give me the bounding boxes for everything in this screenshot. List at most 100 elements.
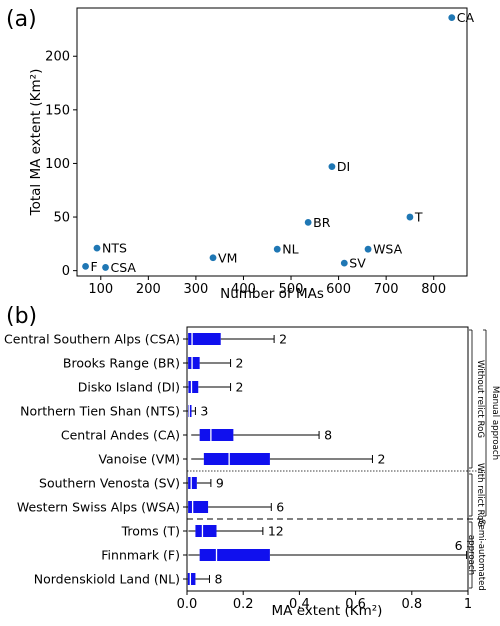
category-label: Vanoise (VM) [98,452,180,467]
scatter-ytick-label: 0 [62,264,70,279]
scatter-point-nl [273,245,281,253]
scatter-point-t [406,213,414,221]
scatter-point-ca [448,14,456,22]
scatter-point-label: VM [218,250,237,265]
scatter-point-label: T [414,210,423,225]
group-label: approach [466,535,476,575]
box-xtick-label: 1 [464,597,472,612]
box [188,501,209,513]
scatter-point-f [82,262,89,270]
box [188,477,197,489]
box-xtick-label: 0.0 [177,597,198,612]
scatter-panel: (a) 100 200 300 400 500 600 700 800 0 50 100 150 200… [6,7,475,302]
count-label: 2 [377,452,385,467]
box-row: Central Southern Alps (CSA) 2 [4,332,287,347]
count-label: 3 [200,404,208,419]
category-label: Western Swiss Alps (WSA) [17,500,180,515]
scatter-point-label: DI [337,159,350,174]
group-brackets: Manual approach Without relict RoG With re… [466,329,500,591]
box [188,333,221,345]
box-xtick-label: 0.8 [401,597,422,612]
group-label: Manual approach [490,386,500,460]
box-xlabel: MA extent (Km²) [272,603,383,619]
category-label: Nordenskiold Land (NL) [34,572,180,587]
scatter-xtick-label: 400 [231,282,256,297]
category-label: Disko Island (DI) [78,380,180,395]
scatter-xtick-label: 100 [88,282,113,297]
count-label: 8 [324,428,332,443]
group-label: With relict RoG [475,463,485,527]
box-ticks: 0.0 0.2 0.4 0.6 0.8 1 [177,591,472,612]
box-row: Central Andes (CA) 8 [61,428,332,443]
category-label: Finnmark (F) [101,548,180,563]
category-label: Central Southern Alps (CSA) [4,332,180,347]
scatter-ytick-label: 100 [45,157,70,172]
scatter-point-label: NTS [102,241,127,256]
box-row: Disko Island (DI) 2 [78,380,244,395]
box-row: Southern Venosta (SV) 9 [39,476,224,491]
scatter-ylabel: Total MA extent (Km²) [28,69,44,217]
box [187,573,196,585]
panel-label-b: (b) [6,304,37,329]
scatter-point-label: CA [457,10,475,25]
category-label: Troms (T) [121,524,180,539]
box [195,525,217,537]
scatter-point-label: CSA [111,260,137,275]
box-xtick-label: 0.2 [233,597,254,612]
scatter-point-label: F [91,259,98,274]
scatter-point-wsa [364,245,372,253]
scatter-point-di [328,163,336,171]
scatter-frame [76,7,468,277]
group-label: Semi-automated [476,519,486,591]
box-row: Western Swiss Alps (WSA) 6 [17,500,284,515]
scatter-xtick-label: 700 [374,282,399,297]
scatter-ytick-label: 200 [45,50,70,65]
scatter-point-label: WSA [373,242,403,257]
count-label: 12 [268,524,284,539]
scatter-xtick-label: 200 [136,282,161,297]
count-label: 6 [455,538,463,553]
category-label: Northern Tien Shan (NTS) [20,404,180,419]
scatter-point-label: BR [313,215,331,230]
scatter-point-csa [102,264,109,271]
scatter-xlabel: Number of MAs [220,286,324,302]
scatter-ticks: 100 200 300 400 500 600 700 800 0 50 100 150 200 [45,50,446,297]
scatter-point-br [304,219,312,226]
category-label: Central Andes (CA) [61,428,180,443]
category-label: Brooks Range (BR) [63,356,180,371]
count-label: 9 [216,476,224,491]
count-label: 2 [236,356,244,371]
group-label: Without relict RoG [475,360,485,438]
scatter-ytick-label: 50 [53,211,70,226]
box [199,549,270,561]
box-xtick-label: 0.6 [345,597,366,612]
box-row: Northern Tien Shan (NTS) 3 [20,404,208,419]
scatter-point-label: SV [349,256,366,271]
scatter-points: CA DI T BR NTS WSA NL VM SV F CSA [82,10,475,275]
box-row: Finnmark (F) 6 [101,538,468,563]
box [188,381,199,393]
box [203,453,270,465]
scatter-xtick-label: 800 [421,282,446,297]
scatter-point-vm [209,254,217,262]
scatter-xtick-label: 600 [326,282,351,297]
count-label: 6 [276,500,284,515]
category-label: Southern Venosta (SV) [39,476,180,491]
box-row: Brooks Range (BR) 2 [63,356,244,371]
box-xtick-label: 0.4 [289,597,310,612]
count-label: 2 [279,332,287,347]
box-row: Troms (T) 12 [121,524,284,539]
box-row: Nordenskiold Land (NL) 8 [34,572,223,587]
box-row: Vanoise (VM) 2 [98,452,385,467]
box [188,357,200,369]
scatter-point-sv [340,259,348,267]
scatter-xtick-label: 500 [279,282,304,297]
scatter-point-label: NL [282,242,298,257]
count-label: 8 [214,572,222,587]
panel-label-a: (a) [6,7,37,32]
count-label: 2 [236,380,244,395]
scatter-ytick-label: 150 [45,103,70,118]
